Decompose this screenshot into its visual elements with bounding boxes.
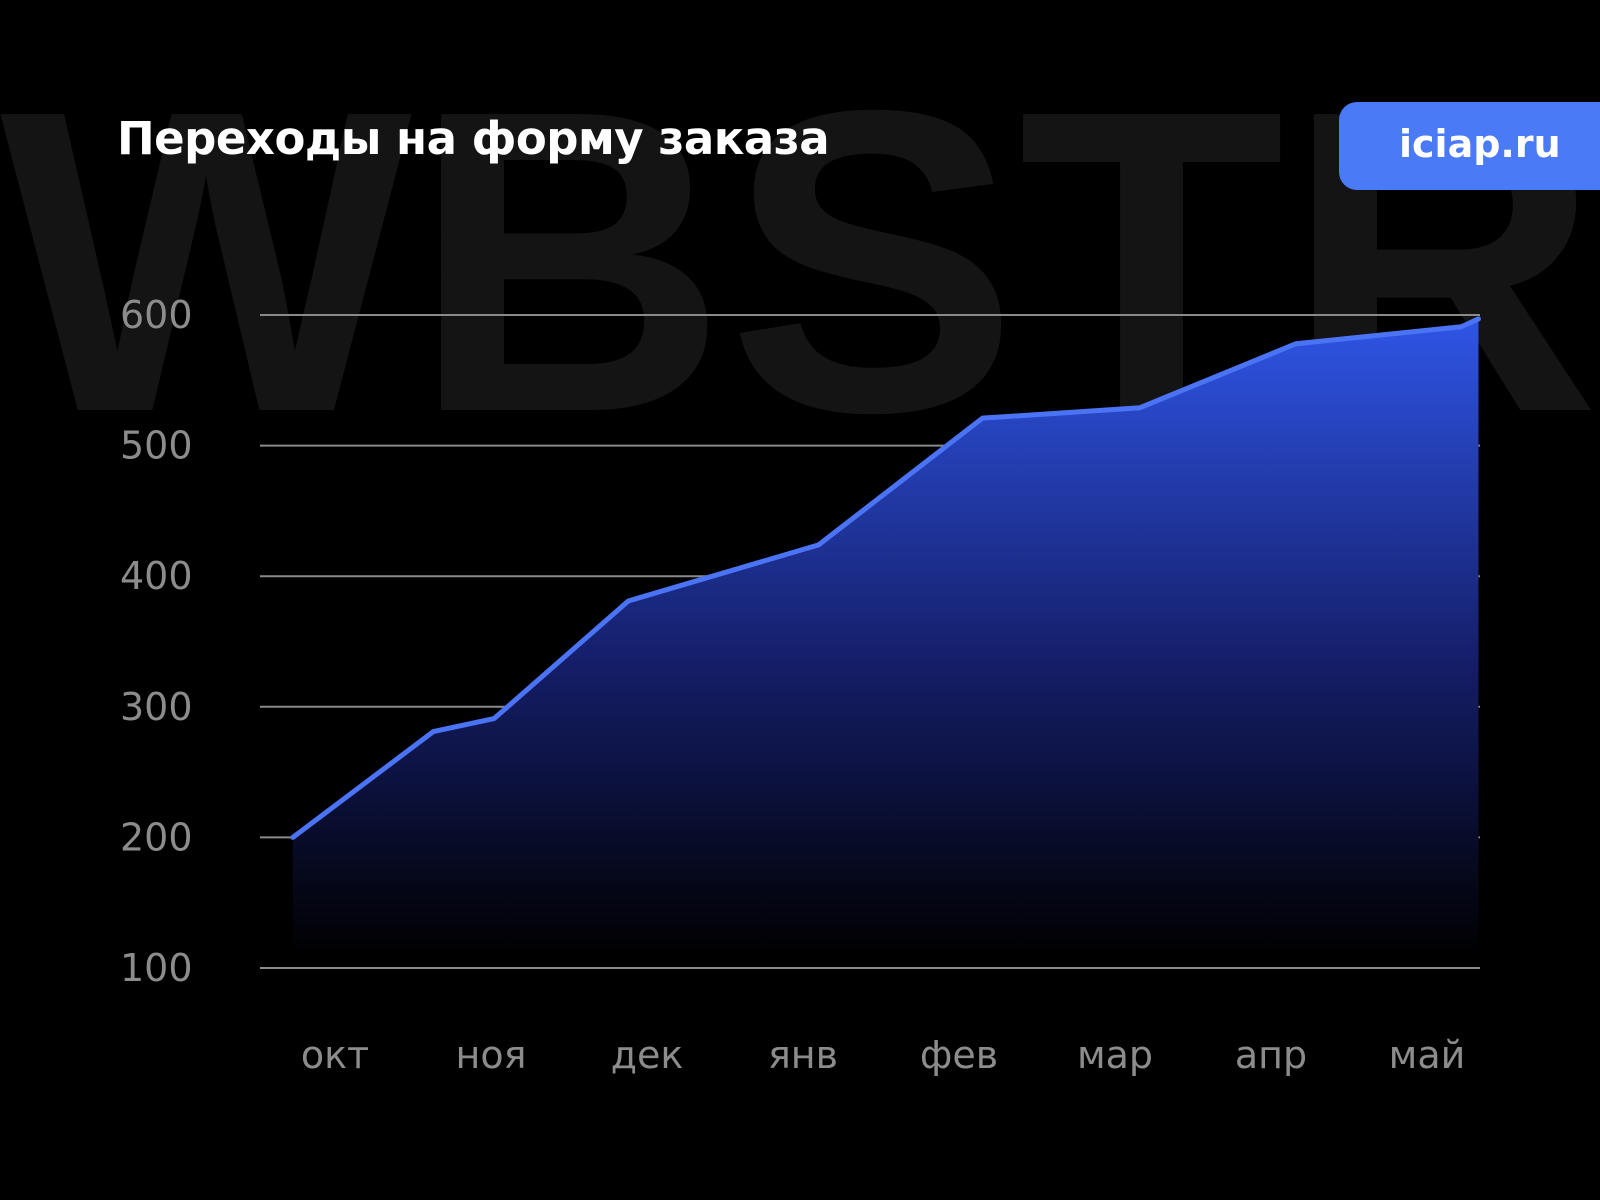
- x-tick-label: апр: [1235, 1033, 1307, 1077]
- series-line: [290, 316, 1481, 840]
- page-title: Переходы на форму заказа: [117, 112, 830, 165]
- site-badge[interactable]: iciap.ru: [1339, 102, 1600, 190]
- site-badge-label: iciap.ru: [1399, 122, 1561, 166]
- y-tick-label: 600: [120, 293, 193, 337]
- y-tick-label: 400: [120, 554, 193, 598]
- x-tick-label: май: [1389, 1033, 1466, 1077]
- x-tick-label: янв: [768, 1033, 838, 1077]
- y-tick-label: 100: [120, 946, 193, 990]
- x-tick-label: фев: [920, 1033, 998, 1077]
- x-tick-label: ноя: [456, 1033, 527, 1077]
- y-tick-label: 500: [120, 424, 193, 468]
- x-tick-label: окт: [301, 1033, 369, 1077]
- x-tick-label: мар: [1077, 1033, 1153, 1077]
- x-tick-label: дек: [611, 1033, 684, 1077]
- y-tick-label: 200: [120, 815, 193, 859]
- area-fill: [292, 318, 1479, 956]
- y-tick-label: 300: [120, 685, 193, 729]
